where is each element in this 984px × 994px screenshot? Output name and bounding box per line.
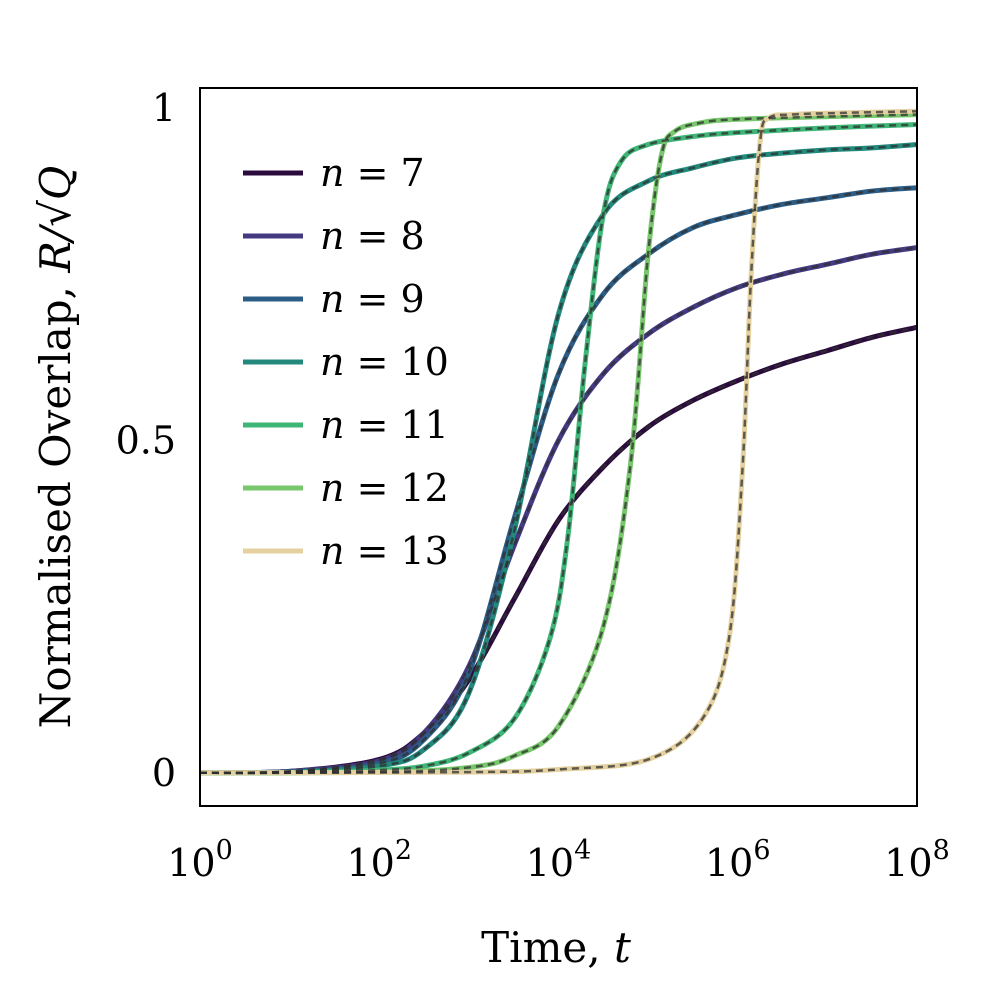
x-tick-exponent: 4: [574, 835, 591, 866]
legend-label-eq: =: [344, 529, 400, 573]
legend-label-num: 9: [400, 277, 424, 321]
legend-label-var: n: [320, 403, 344, 447]
legend-label-num: 12: [400, 466, 448, 510]
legend-label-9: n = 9: [320, 277, 425, 321]
y-tick-label: 0: [152, 751, 176, 795]
legend-label-eq: =: [344, 466, 400, 510]
legend-label-12: n = 12: [320, 466, 449, 510]
x-tick-exponent: 0: [216, 835, 233, 866]
series-dashed-overlay-7: [200, 326, 917, 775]
legend-label-var: n: [320, 466, 344, 510]
x-axis-title-text: Time,: [481, 923, 614, 972]
series-line-10: [200, 142, 917, 776]
legend-label-eq: =: [344, 277, 400, 321]
y-tick-labels: 00.51: [116, 86, 176, 795]
legend-label-num: 11: [400, 403, 448, 447]
y-axis-title-text: Normalised Overlap,: [31, 273, 80, 729]
x-tick-base: 10: [526, 841, 574, 885]
x-tick-base: 10: [705, 841, 753, 885]
x-tick-exponent: 6: [753, 835, 770, 866]
series-dashed-overlay-9: [200, 186, 917, 775]
series-line-7: [200, 324, 917, 776]
x-axis-title: Time, t: [481, 923, 631, 972]
legend: n = 7n = 8n = 9n = 10n = 11n = 12n = 13: [243, 151, 449, 573]
y-axis-title-var: R/√Q: [31, 166, 80, 274]
x-tick-exponent: 2: [395, 835, 412, 866]
y-axis-title: Normalised Overlap, R/√Q: [31, 166, 80, 729]
x-tick-label: 102: [346, 835, 412, 885]
legend-label-var: n: [320, 277, 344, 321]
series-line-11: [200, 122, 917, 776]
legend-label-num: 7: [400, 151, 424, 195]
legend-label-num: 8: [400, 214, 424, 258]
series-dashed-overlay-12: [200, 113, 917, 775]
legend-label-num: 10: [400, 340, 448, 384]
legend-label-eq: =: [344, 403, 400, 447]
plot-frame: [199, 87, 918, 807]
legend-label-8: n = 8: [320, 214, 425, 258]
y-tick-label: 0.5: [116, 418, 176, 462]
legend-label-num: 13: [400, 529, 448, 573]
x-tick-label: 108: [884, 835, 950, 885]
legend-label-eq: =: [344, 340, 400, 384]
x-tick-base: 10: [346, 841, 394, 885]
dashed-overlay-layer: [200, 110, 917, 775]
legend-label-var: n: [320, 340, 344, 384]
x-tick-label: 104: [526, 835, 592, 885]
x-tick-label: 106: [705, 835, 771, 885]
x-tick-exponent: 8: [933, 835, 950, 866]
x-tick-labels: 100 102 104 106 108: [167, 835, 950, 885]
legend-label-var: n: [320, 151, 344, 195]
series-dashed-overlay-10: [200, 143, 917, 775]
series-line-8: [200, 245, 917, 776]
x-tick-base: 10: [884, 841, 932, 885]
legend-label-7: n = 7: [320, 151, 425, 195]
legend-label-eq: =: [344, 214, 400, 258]
series-dashed-overlay-11: [200, 123, 917, 775]
series-dashed-overlay-8: [200, 246, 917, 775]
legend-label-var: n: [320, 214, 344, 258]
x-tick-label: 100: [167, 835, 233, 885]
legend-label-13: n = 13: [320, 529, 449, 573]
x-axis-title-var: t: [614, 923, 631, 972]
legend-label-10: n = 10: [320, 340, 449, 384]
legend-label-11: n = 11: [320, 403, 449, 447]
legend-label-eq: =: [344, 151, 400, 195]
series-line-9: [200, 185, 917, 776]
x-tick-base: 10: [167, 841, 215, 885]
series-dashed-overlay-13: [200, 110, 917, 775]
y-tick-label: 1: [152, 86, 176, 130]
legend-label-var: n: [320, 529, 344, 573]
